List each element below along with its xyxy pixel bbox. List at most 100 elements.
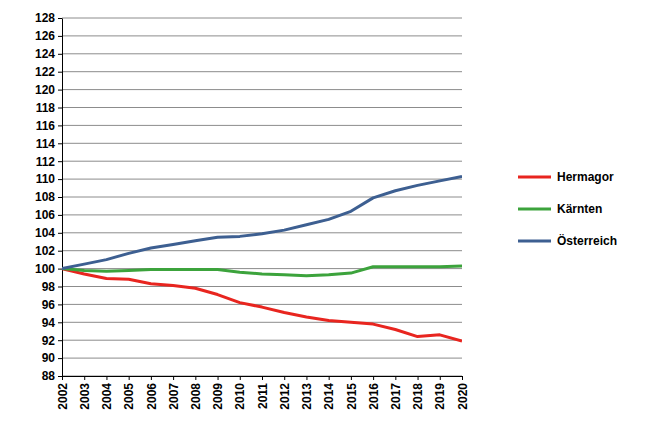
y-tick-label: 102 (35, 244, 55, 258)
x-tick: 2018 (411, 376, 425, 410)
y-tick-mark (58, 197, 62, 198)
x-tick-mark (129, 376, 130, 380)
x-tick: 2003 (78, 376, 92, 410)
y-tick: 126 (35, 29, 62, 43)
x-tick-label: 2015 (345, 383, 359, 410)
y-tick: 128 (35, 11, 62, 25)
y-tick-label: 100 (35, 262, 55, 276)
x-tick: 2015 (345, 376, 359, 410)
grid-line (62, 197, 462, 198)
x-tick-label: 2007 (167, 383, 181, 410)
y-tick-label: 96 (42, 298, 56, 312)
grid-line (62, 214, 462, 215)
x-tick-label: 2016 (367, 383, 381, 410)
y-tick-mark (58, 251, 62, 252)
y-tick-label: 90 (42, 351, 56, 365)
y-tick-label: 122 (35, 65, 55, 79)
x-tick-mark (106, 376, 107, 380)
y-tick: 108 (35, 190, 62, 204)
y-tick-label: 126 (35, 29, 55, 43)
y-axis: 8890929496981001021041061081101121141161… (35, 11, 63, 383)
y-tick-label: 104 (35, 226, 55, 240)
y-tick: 116 (36, 119, 62, 133)
legend-swatch (518, 176, 551, 179)
y-axis-line (62, 19, 63, 377)
legend-label: Hermagor (557, 170, 614, 184)
y-tick-mark (58, 143, 62, 144)
x-tick: 2013 (300, 376, 314, 410)
chart: 8890929496981001021041061081101121141161… (0, 0, 667, 430)
y-tick: 92 (42, 334, 62, 348)
x-tick: 2002 (56, 376, 70, 410)
y-tick: 124 (35, 47, 62, 61)
x-tick-label: 2012 (278, 383, 292, 410)
y-tick-label: 112 (36, 155, 56, 169)
x-tick-label: 2003 (78, 383, 92, 410)
x-tick-mark (440, 376, 441, 380)
legend: HermagorKärntenÖsterreich (518, 170, 617, 248)
legend-swatch (518, 240, 551, 243)
x-tick: 2007 (167, 376, 181, 410)
series-line (62, 269, 462, 341)
grid (62, 18, 462, 376)
x-tick-mark (418, 376, 419, 380)
x-tick-label: 2020 (456, 383, 470, 410)
y-tick-mark (58, 304, 62, 305)
y-tick-mark (58, 54, 62, 55)
y-tick: 122 (35, 65, 62, 79)
x-axis: 2002200320042005200620072008200920102011… (56, 376, 470, 410)
y-tick-label: 114 (36, 137, 56, 151)
x-tick-label: 2005 (122, 383, 136, 410)
x-tick-mark (329, 376, 330, 380)
x-tick-mark (195, 376, 196, 380)
grid-line (62, 35, 462, 36)
x-tick-mark (462, 376, 463, 380)
x-tick-mark (395, 376, 396, 380)
y-tick-label: 106 (35, 208, 55, 222)
y-tick: 120 (35, 83, 62, 97)
x-tick-mark (262, 376, 263, 380)
x-tick: 2010 (233, 376, 247, 410)
grid-line (62, 107, 462, 108)
y-tick: 104 (35, 226, 62, 240)
x-tick-mark (151, 376, 152, 380)
x-tick-mark (173, 376, 174, 380)
y-tick-label: 124 (35, 47, 55, 61)
legend-label: Österreich (557, 233, 617, 248)
y-tick: 106 (35, 208, 62, 222)
x-tick: 2008 (189, 376, 203, 410)
legend-swatch (518, 208, 551, 211)
grid-line (62, 286, 462, 287)
y-tick-label: 128 (35, 11, 55, 25)
y-tick: 118 (36, 101, 62, 115)
y-tick-mark (58, 215, 62, 216)
y-tick-mark (58, 72, 62, 73)
y-tick-label: 94 (42, 316, 56, 330)
y-tick-mark (58, 161, 62, 162)
x-tick-label: 2002 (56, 383, 70, 410)
x-tick-label: 2014 (322, 383, 336, 410)
x-tick-mark (351, 376, 352, 380)
x-tick-label: 2009 (211, 383, 225, 410)
grid-line (62, 89, 462, 90)
x-tick-label: 2018 (411, 383, 425, 410)
x-tick-label: 2019 (433, 383, 447, 410)
y-tick: 96 (42, 298, 62, 312)
y-tick-mark (58, 358, 62, 359)
x-tick: 2009 (211, 376, 225, 410)
y-tick: 102 (35, 244, 62, 258)
grid-line (62, 143, 462, 144)
x-tick-mark (84, 376, 85, 380)
y-tick-mark (58, 18, 62, 19)
series-line (62, 176, 462, 268)
y-tick-mark (58, 125, 62, 126)
y-tick-label: 120 (35, 83, 55, 97)
y-tick-label: 98 (42, 280, 56, 294)
y-tick-label: 110 (36, 172, 56, 186)
x-tick-label: 2011 (256, 383, 270, 409)
x-tick: 2004 (100, 376, 114, 410)
x-tick: 2019 (433, 376, 447, 410)
y-tick-label: 116 (36, 119, 56, 133)
x-tick: 2017 (389, 376, 403, 410)
grid-line (62, 179, 462, 180)
